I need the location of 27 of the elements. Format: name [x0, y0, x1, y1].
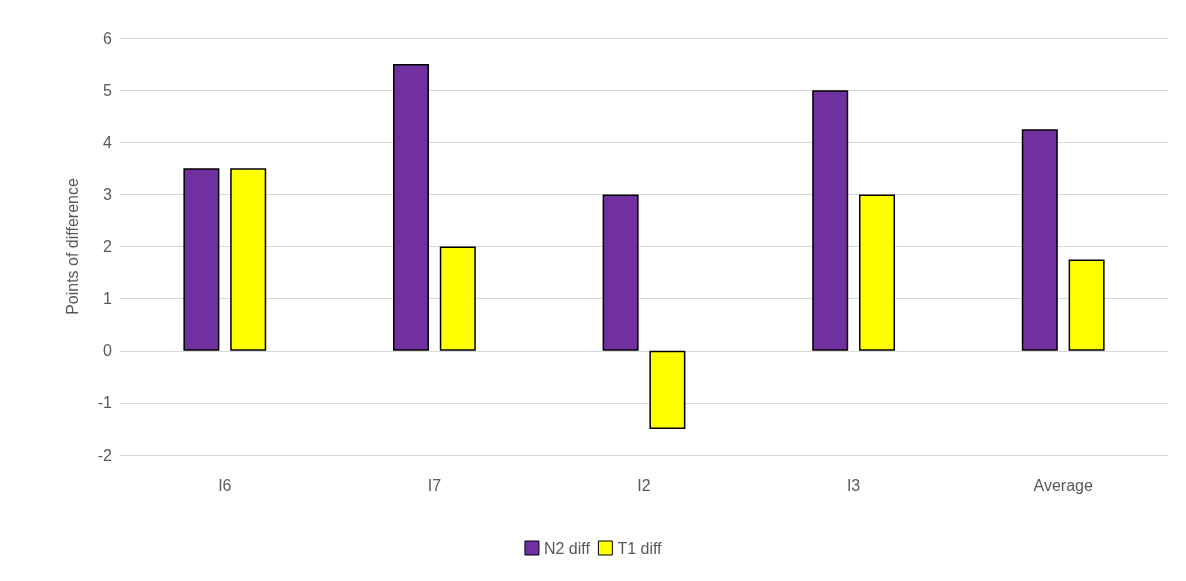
bar — [812, 90, 849, 351]
bar — [859, 194, 895, 351]
bar — [1068, 259, 1105, 351]
y-axis-title: Points of difference — [63, 178, 81, 315]
x-tick-label: I6 — [218, 476, 232, 494]
x-tick-label: I2 — [637, 476, 651, 494]
x-tick-label: I3 — [846, 476, 861, 494]
legend-label: N2 diff — [543, 539, 591, 557]
y-tick-label: 1 — [103, 290, 113, 308]
bar — [230, 168, 267, 351]
legend-label: T1 diff — [617, 539, 663, 557]
y-tick-label: -1 — [97, 394, 113, 412]
y-tick-label: 0 — [103, 342, 113, 360]
y-tick-label: 5 — [103, 81, 113, 99]
bar — [183, 168, 220, 351]
x-tick-label: Average — [1033, 476, 1093, 494]
bar — [649, 350, 686, 429]
y-tick-label: 2 — [103, 238, 113, 255]
y-tick-label: 3 — [103, 185, 113, 203]
bar — [1021, 129, 1058, 351]
y-tick-label: -2 — [97, 446, 113, 464]
y-tick-label: 4 — [103, 133, 113, 151]
x-tick-label: I7 — [427, 476, 442, 494]
y-tick-label: 6 — [103, 29, 113, 47]
bar — [393, 64, 429, 351]
bar — [602, 194, 639, 351]
bar — [439, 246, 476, 351]
